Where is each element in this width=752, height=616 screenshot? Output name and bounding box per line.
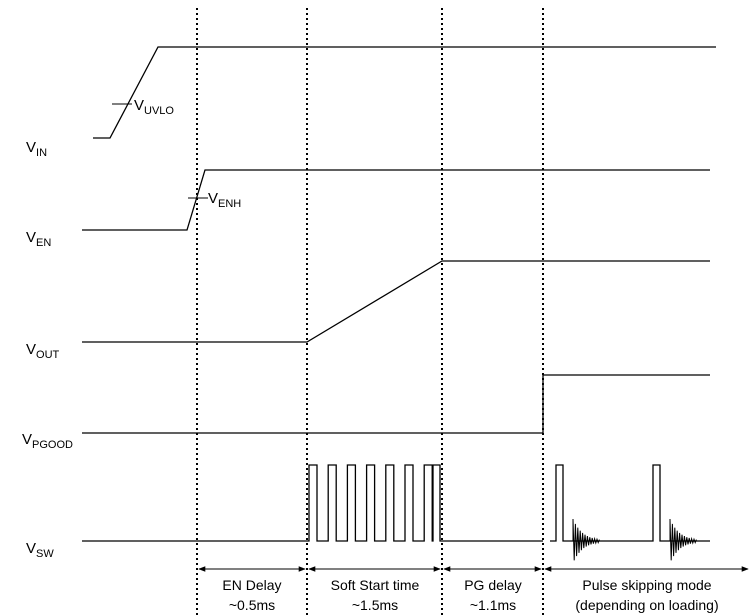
vout-waveform: VOUT [26, 260, 710, 361]
ven-waveform: VENH VEN [26, 169, 710, 249]
phase-labels: EN Delay ~0.5ms Soft Start time ~1.5ms P… [222, 577, 718, 613]
vsw-label: VSW [26, 540, 54, 560]
phase-soft-start-time: ~1.5ms [352, 597, 398, 613]
vsw-ringing-1 [572, 518, 600, 561]
phase-boundaries [196, 8, 544, 616]
uvlo-threshold-label: VUVLO [134, 97, 174, 117]
phase-pg-delay-time: ~1.1ms [470, 597, 516, 613]
phase-soft-start-name: Soft Start time [331, 577, 420, 593]
vin-label: VIN [26, 139, 47, 159]
vout-label: VOUT [26, 341, 60, 361]
vin-waveform: VUVLO VIN [26, 46, 716, 159]
enh-threshold-label: VENH [208, 190, 241, 210]
vpgood-label: VPGOOD [22, 431, 73, 451]
phase-pulse-skip-name: Pulse skipping mode [582, 577, 711, 593]
phase-pulse-skip-time: (depending on loading) [575, 597, 718, 613]
vsw-waveform: VSW [26, 464, 710, 561]
phase-en-delay-time: ~0.5ms [229, 597, 275, 613]
phase-en-delay-name: EN Delay [222, 577, 281, 593]
ven-label: VEN [26, 229, 51, 249]
vsw-ringing-2 [669, 518, 697, 561]
phase-pg-delay-name: PG delay [464, 577, 522, 593]
vpgood-waveform: VPGOOD [22, 374, 710, 451]
